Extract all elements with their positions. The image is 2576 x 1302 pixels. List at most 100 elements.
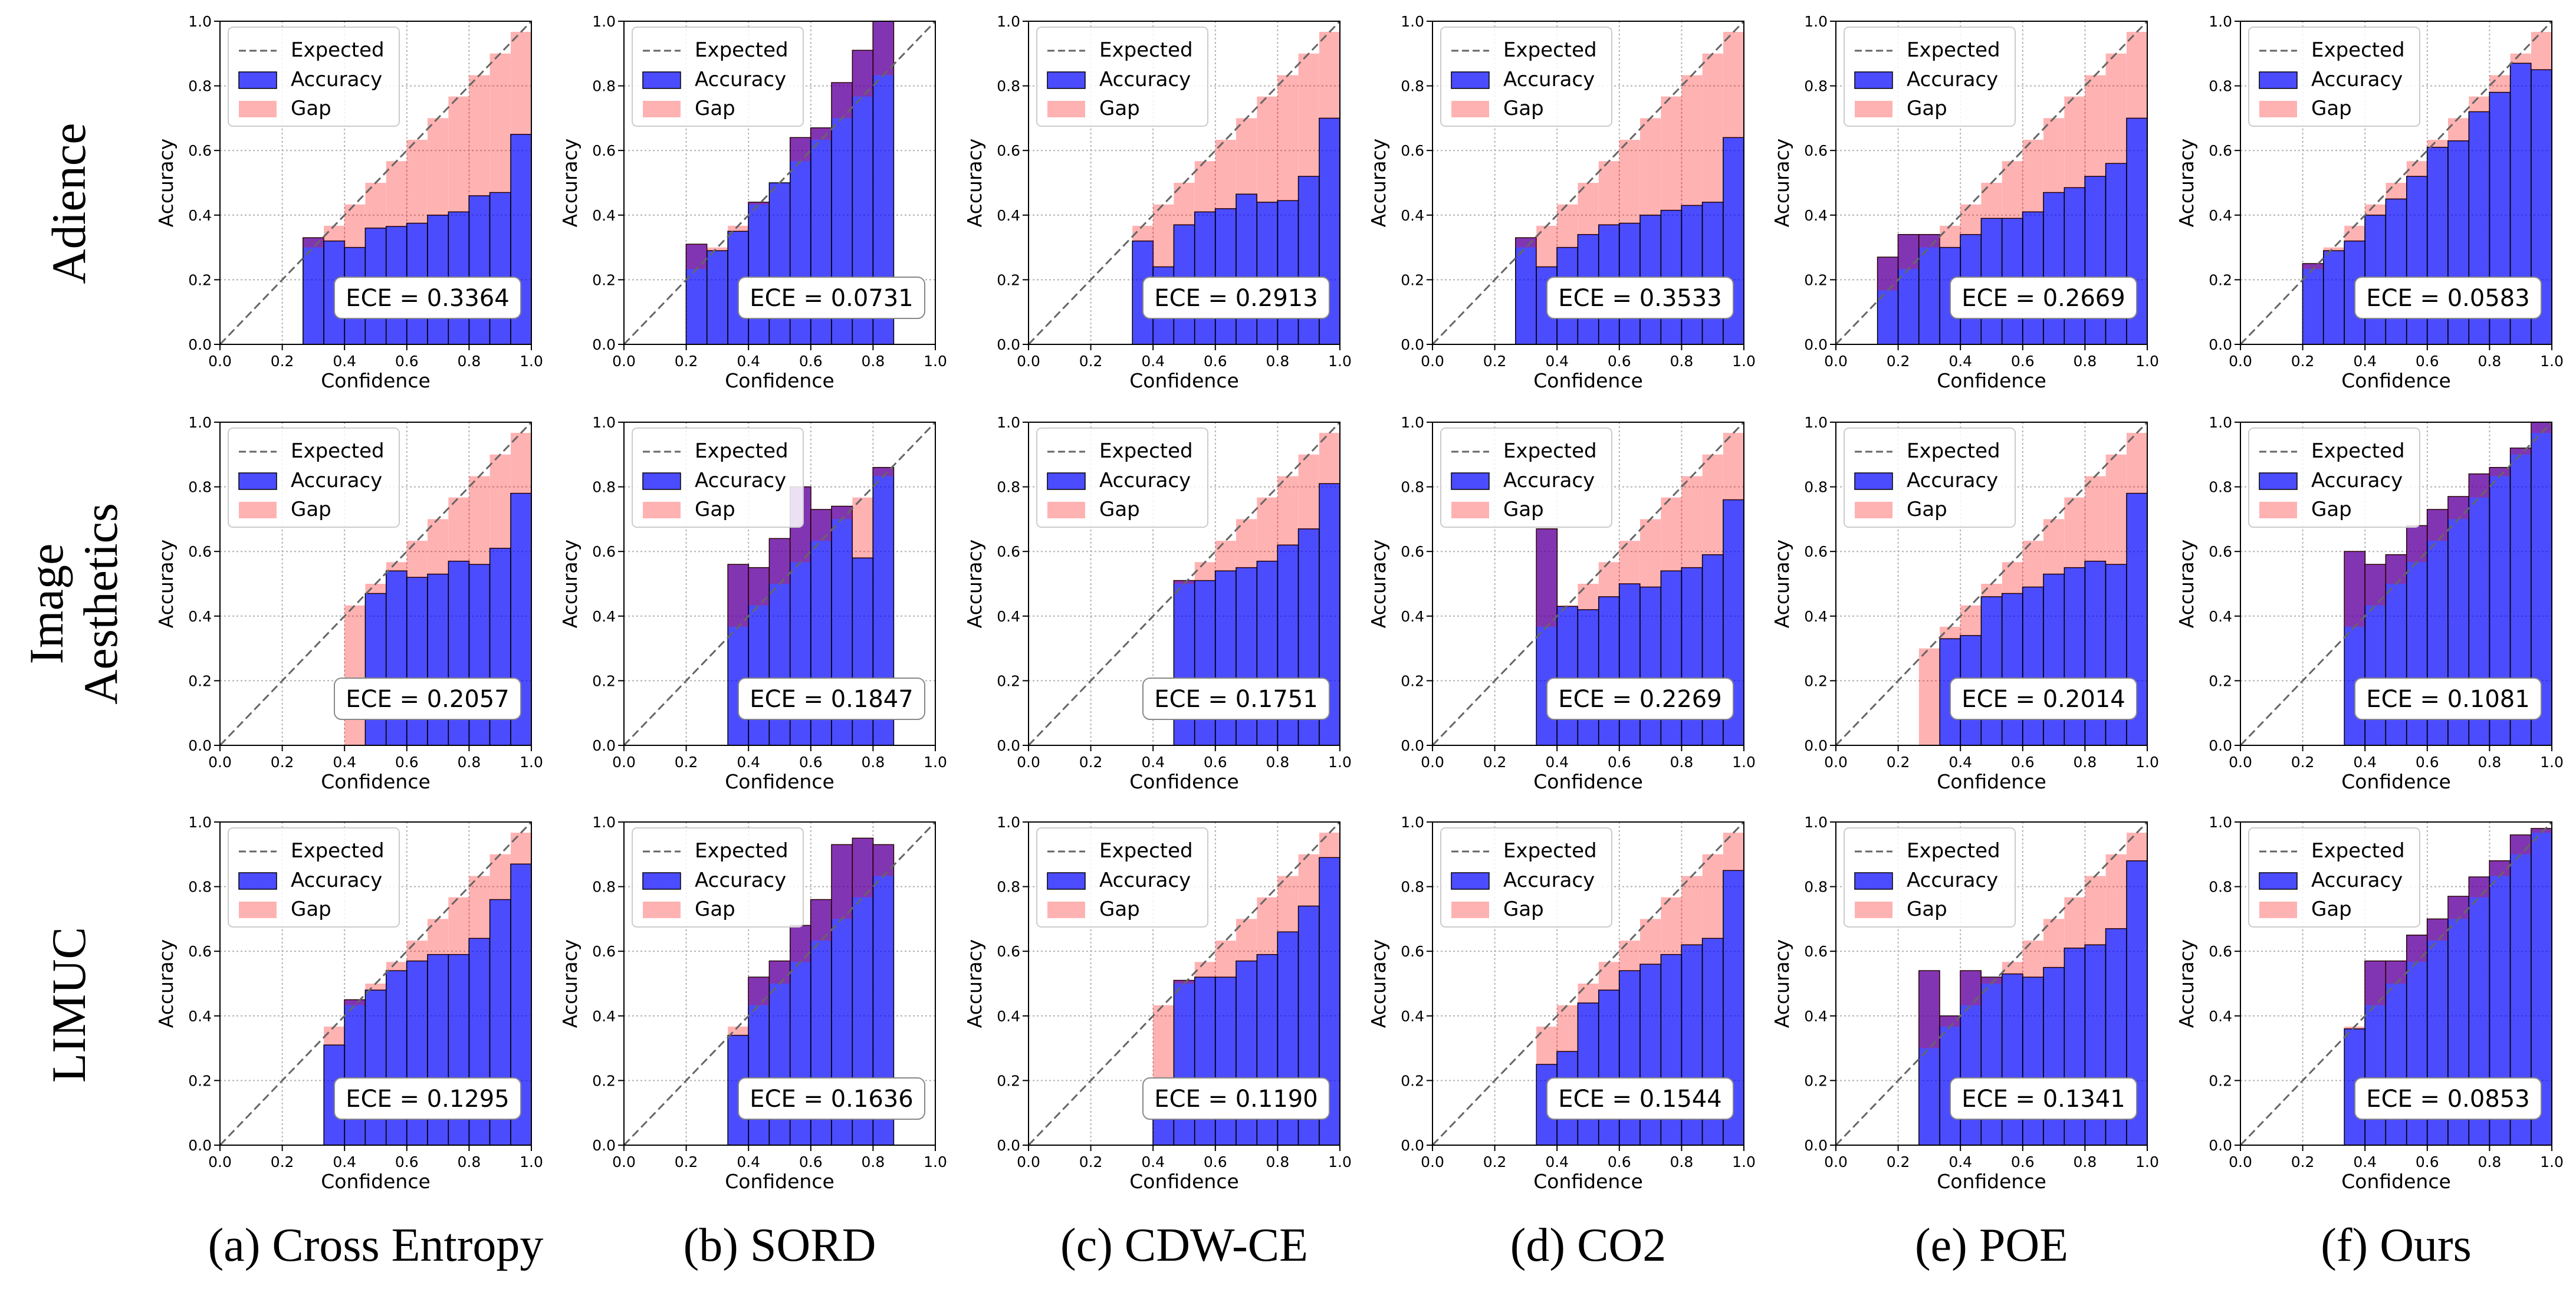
legend: Expected Accuracy Gap	[1036, 27, 1208, 127]
x-tick-label: 0.8	[1266, 1153, 1290, 1171]
row-label: LIMUC	[42, 927, 96, 1083]
legend-label: Accuracy	[1907, 869, 1998, 892]
y-tick-label: 1.0	[1804, 13, 1828, 30]
y-tick-label: 0.0	[1804, 336, 1828, 353]
legend-label: Accuracy	[695, 469, 786, 492]
y-tick-label: 0.8	[2209, 479, 2232, 496]
legend-label: Accuracy	[1503, 469, 1595, 492]
legend-box	[2248, 827, 2420, 928]
y-tick-label: 0.0	[592, 336, 616, 353]
gap-bar	[2022, 941, 2043, 978]
gap-bar	[1257, 497, 1278, 561]
legend-accuracy-swatch	[1854, 872, 1893, 890]
x-tick-label: 1.0	[1328, 353, 1352, 370]
gap-bar	[2126, 833, 2148, 861]
y-tick-label: 1.0	[1804, 814, 1828, 831]
y-axis-label: Accuracy	[558, 540, 581, 629]
chart-panel: 0.0 0.2 0.4 0.6 0.8 1.0 0.0 0.2 0.4 0.6 0.8 1.0 Conf…	[1367, 814, 1756, 1193]
gap-bar	[2365, 564, 2386, 606]
x-tick-label: 1.0	[924, 353, 947, 370]
y-tick-label: 0.4	[592, 608, 616, 625]
legend-box	[1844, 428, 2016, 528]
gap-bar	[1174, 980, 1195, 984]
legend-label: Gap	[1503, 897, 1544, 921]
legend-accuracy-swatch	[238, 472, 277, 490]
ece-label: ECE = 0.1544	[1558, 1086, 1721, 1113]
accuracy-bar	[1214, 976, 1237, 1146]
gap-bar	[1661, 96, 1682, 211]
gap-bar	[2447, 118, 2469, 141]
column-caption: (f) Ours	[2321, 1219, 2471, 1271]
accuracy-bar	[489, 192, 511, 345]
x-tick-label: 0.6	[395, 1153, 419, 1171]
gap-bar	[790, 925, 811, 962]
gap-bar	[2085, 876, 2106, 945]
y-tick-label: 0.4	[188, 608, 212, 625]
legend-accuracy-swatch	[1047, 71, 1086, 89]
gap-bar	[344, 605, 366, 745]
gap-bar	[2064, 897, 2085, 948]
y-tick-label: 1.0	[997, 414, 1020, 431]
y-tick-label: 1.0	[1401, 414, 1424, 431]
x-tick-label: 1.0	[2540, 353, 2564, 370]
gap-bar	[1639, 519, 1661, 587]
gap-bar	[365, 984, 386, 990]
y-tick-label: 0.4	[2209, 1008, 2232, 1025]
legend-label: Expected	[291, 839, 385, 863]
gap-bar	[469, 876, 490, 939]
expected-line	[2239, 20, 2553, 346]
gap-bar	[2126, 433, 2148, 494]
legend-box	[1844, 27, 2016, 127]
gap-bar	[2406, 525, 2427, 563]
legend-label: Accuracy	[1907, 68, 1998, 91]
x-axis-label: Confidence	[1129, 770, 1239, 793]
x-axis-label: Confidence	[2341, 1170, 2451, 1193]
gap-bar	[2427, 509, 2448, 541]
y-tick-label: 0.0	[2209, 1137, 2232, 1154]
gap-bar	[1277, 75, 1299, 201]
y-tick-label: 0.0	[997, 1137, 1020, 1154]
column-caption: (a) Cross Entropy	[208, 1219, 544, 1271]
x-tick-label: 0.8	[1266, 353, 1290, 370]
y-tick-label: 0.4	[592, 207, 616, 224]
plot-frame	[2240, 422, 2552, 746]
x-tick-label: 0.0	[1824, 1153, 1848, 1171]
legend-label: Gap	[1503, 498, 1544, 521]
legend-gap-swatch	[1047, 502, 1085, 518]
chart-panel: 0.0 0.2 0.4 0.6 0.8 1.0 0.0 0.2 0.4 0.6 0.8 1.0 Conf…	[155, 414, 543, 793]
gap-bar	[2531, 828, 2552, 833]
accuracy-bar	[768, 182, 791, 345]
gap-bar	[386, 962, 407, 971]
row-label-line: Adience	[42, 123, 96, 284]
legend-gap-swatch	[1047, 101, 1085, 117]
legend-gap-swatch	[643, 502, 681, 518]
y-tick-label: 0.2	[997, 672, 1020, 689]
accuracy-bar	[468, 195, 491, 345]
legend: Expected Accuracy Gap	[2248, 428, 2420, 528]
accuracy-bar	[1701, 202, 1724, 345]
accuracy-bar	[364, 593, 387, 746]
legend: Expected Accuracy Gap	[2248, 27, 2420, 127]
ece-annotation: ECE = 0.1751	[1142, 678, 1330, 720]
gap-bar	[852, 497, 873, 558]
x-tick-label: 1.0	[1328, 754, 1352, 771]
legend-accuracy-swatch	[238, 872, 277, 890]
plot-frame	[219, 21, 532, 345]
y-axis-label: Accuracy	[1770, 139, 1793, 228]
gap-bar	[1194, 562, 1215, 581]
accuracy-bar	[2043, 192, 2065, 345]
y-tick-label: 1.0	[188, 414, 212, 431]
ece-annotation: ECE = 0.2269	[1546, 678, 1734, 720]
gap-bar	[510, 833, 532, 864]
gap-bar	[2043, 519, 2065, 574]
x-tick-label: 0.2	[675, 353, 698, 370]
gap-bar	[1298, 854, 1319, 906]
x-tick-label: 0.4	[1141, 754, 1165, 771]
legend-label: Gap	[1099, 498, 1140, 521]
plot-frame	[623, 422, 936, 746]
y-axis-label: Accuracy	[963, 540, 986, 629]
gap-bar	[469, 75, 490, 196]
expected-line	[1431, 20, 1745, 346]
row-label: ImageAesthetics	[19, 503, 127, 705]
plot-frame	[1028, 821, 1340, 1146]
